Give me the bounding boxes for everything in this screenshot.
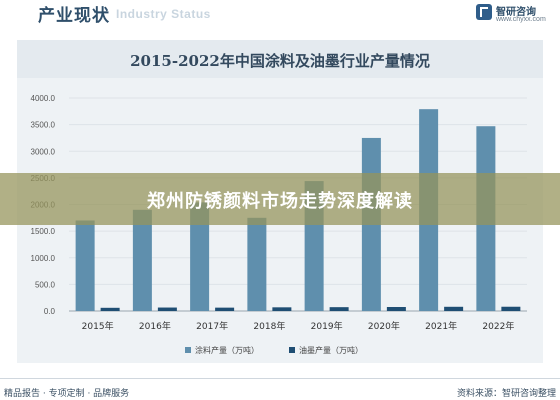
y-tick-label: 4000.0 [31,94,56,103]
y-tick-label: 1500.0 [31,227,56,236]
chart-title: 2015-2022年中国涂料及油墨行业产量情况 [130,52,430,70]
x-tick-label: 2017年 [196,320,228,332]
footer-tagline: 精品报告 · 专项定制 · 品牌服务 [4,389,130,399]
x-tick-label: 2022年 [482,320,514,332]
chart-title-bar [17,40,543,78]
footer-divider [0,378,560,379]
y-tick-label: 3500.0 [31,121,56,130]
bar-coating [75,220,95,311]
bar-ink [501,306,521,311]
brand-url: www.chyxx.com [496,16,546,23]
page-footer: 精品报告 · 专项定制 · 品牌服务 资料来源：智研咨询整理 [0,380,560,400]
y-tick-label: 3000.0 [31,147,56,156]
x-tick-label: 2018年 [253,320,285,332]
y-tick-label: 0.0 [44,307,56,316]
bar-ink [100,307,120,311]
x-tick-label: 2021年 [425,320,457,332]
section-title: 产业现状 [38,6,110,26]
legend-swatch [185,347,191,353]
footer-source: 资料来源：智研咨询整理 [456,389,556,399]
headline-text: 郑州防锈颜料市场走势深度解读 [147,191,413,212]
x-tick-label: 2015年 [82,320,114,332]
bar-coating [190,202,210,311]
bar-ink [329,307,349,311]
legend-label: 油墨产量（万吨） [299,345,363,355]
page-header: 产业现状 Industry Status 智研咨询 www.chyxx.com [0,0,560,26]
bar-coating [247,217,267,311]
x-tick-label: 2019年 [311,320,343,332]
brand-logo-icon [476,4,492,20]
section-subtitle-watermark: Industry Status [116,7,211,21]
bar-ink [272,307,292,311]
brand-name: 智研咨询 [496,7,536,18]
bar-ink [215,307,235,311]
x-tick-label: 2016年 [139,320,171,332]
bar-coating [132,209,152,311]
bar-ink [157,307,177,311]
y-tick-label: 500.0 [35,280,56,289]
legend-swatch [289,347,295,353]
y-tick-label: 1000.0 [31,254,56,263]
headline-banner: 郑州防锈颜料市场走势深度解读 [0,173,560,225]
bar-ink [444,306,464,311]
x-tick-label: 2020年 [368,320,400,332]
legend-label: 涂料产量（万吨） [195,345,259,355]
bar-ink [386,307,406,311]
